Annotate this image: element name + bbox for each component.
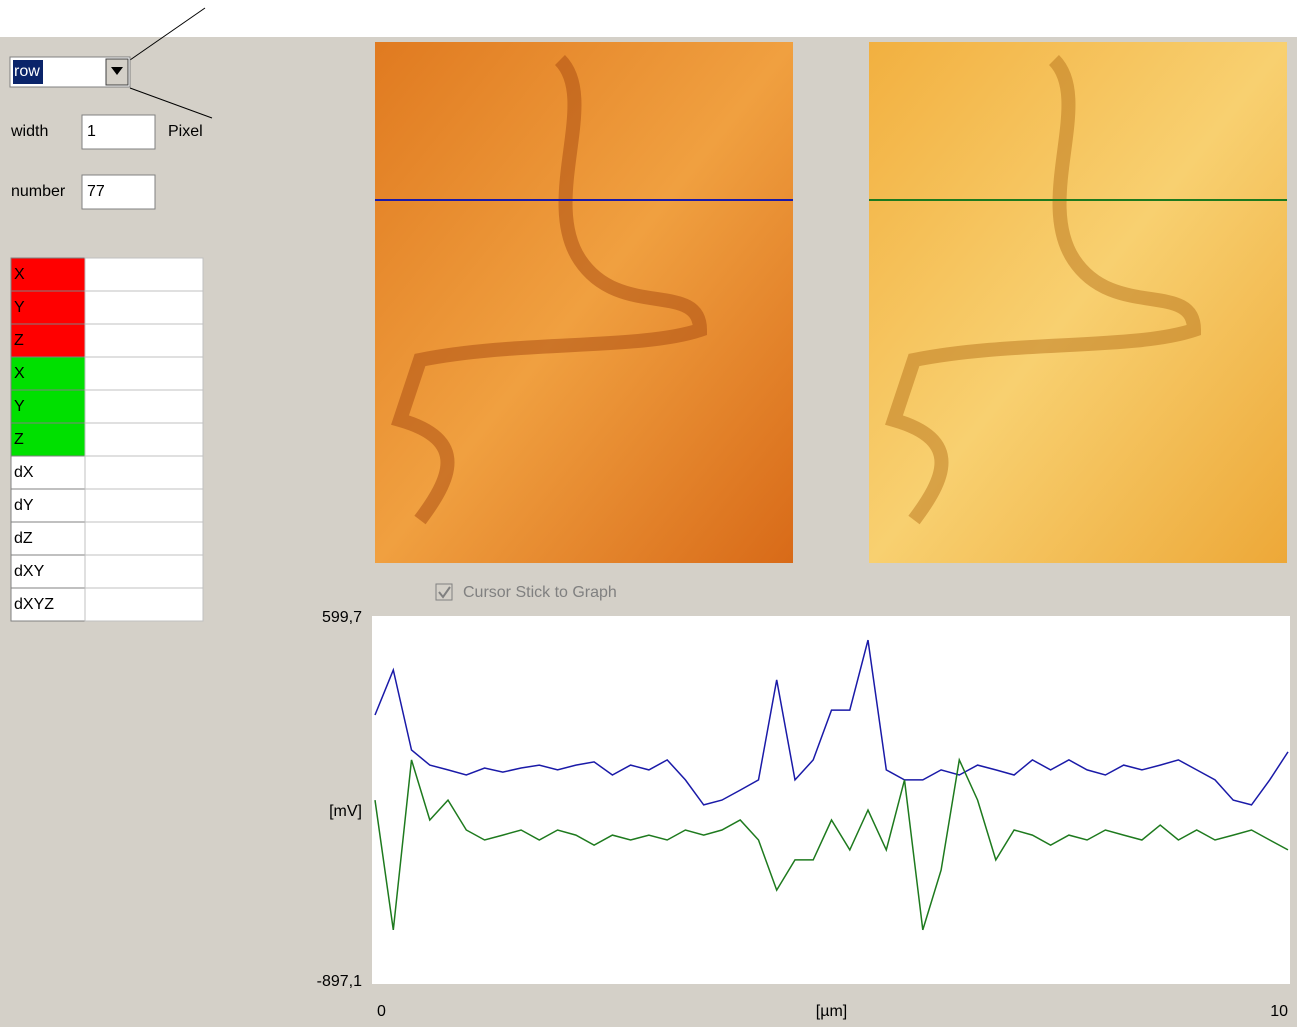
row-value: [85, 357, 203, 390]
row-value: [85, 324, 203, 357]
row-label: Y: [14, 398, 25, 415]
row-value: [85, 456, 203, 489]
row-label: dXYZ: [14, 596, 54, 613]
row-label: Z: [14, 431, 24, 448]
label: Pixel: [168, 123, 203, 140]
x-tick-label: 0: [377, 1003, 386, 1020]
row-label: Z: [14, 332, 24, 349]
row-value: [85, 291, 203, 324]
row-value: [85, 588, 203, 621]
row-label: X: [14, 266, 25, 283]
row-label: dXY: [14, 563, 45, 580]
row-label: X: [14, 365, 25, 382]
dropdown-value: row: [14, 63, 40, 80]
x-axis-label: [µm]: [816, 1003, 847, 1020]
row-value: [85, 522, 203, 555]
row-label: Y: [14, 299, 25, 316]
checkbox-label: Cursor Stick to Graph: [463, 584, 617, 601]
app-window: row width 1 Pixel number 77 XYZXYZdXdYdZ…: [0, 0, 1297, 1027]
row-value: [85, 423, 203, 456]
label: width: [10, 123, 48, 140]
y-tick-label: -897,1: [317, 973, 362, 990]
input-value: 77: [87, 183, 105, 200]
row-label: dZ: [14, 530, 33, 547]
y-tick-label: 599,7: [322, 609, 362, 626]
plot-area: [372, 616, 1290, 984]
row-label: dX: [14, 464, 34, 481]
y-axis-label: [mV]: [329, 803, 362, 820]
checkbox[interactable]: [436, 584, 452, 600]
page: row width 1 Pixel number 77 XYZXYZdXdYdZ…: [0, 0, 1297, 1027]
row-value: [85, 258, 203, 291]
row-value: [85, 489, 203, 522]
row-value: [85, 555, 203, 588]
row-label: dY: [14, 497, 34, 514]
row-value: [85, 390, 203, 423]
input-value: 1: [87, 123, 96, 140]
x-tick-label: 10: [1270, 1003, 1288, 1020]
label: number: [11, 183, 66, 200]
